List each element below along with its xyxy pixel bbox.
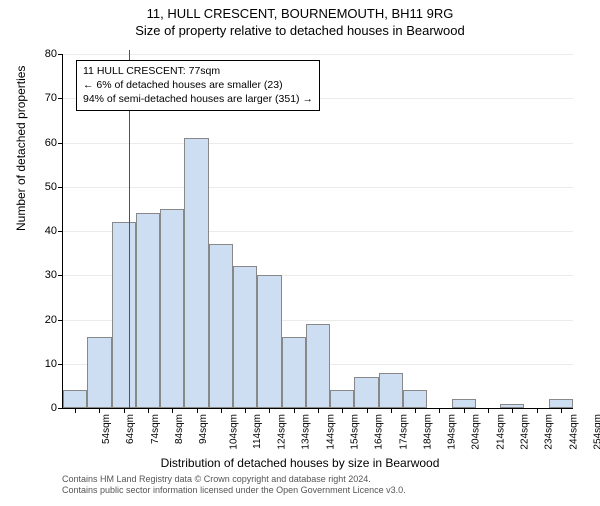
ytick-mark — [58, 187, 63, 188]
xtick-mark — [391, 408, 392, 413]
ytick-label: 50 — [45, 181, 57, 193]
xtick-mark — [415, 408, 416, 413]
xtick-label: 84sqm — [174, 414, 185, 444]
ytick-mark — [58, 231, 63, 232]
gridline — [63, 143, 573, 144]
chart-container: 11, HULL CRESCENT, BOURNEMOUTH, BH11 9RG… — [0, 6, 600, 506]
ytick-mark — [58, 98, 63, 99]
ytick-mark — [58, 364, 63, 365]
bar — [403, 390, 427, 408]
bar — [330, 390, 354, 408]
bar — [549, 399, 573, 408]
bar — [379, 373, 403, 408]
xtick-mark — [294, 408, 295, 413]
ytick-label: 0 — [51, 402, 57, 414]
xtick-mark — [512, 408, 513, 413]
xtick-label: 114sqm — [252, 414, 263, 449]
ytick-label: 40 — [45, 225, 57, 237]
ytick-mark — [58, 408, 63, 409]
bar — [257, 275, 281, 408]
xtick-label: 104sqm — [228, 414, 239, 450]
info-box: 11 HULL CRESCENT: 77sqm ← 6% of detached… — [76, 60, 320, 111]
chart-title: 11, HULL CRESCENT, BOURNEMOUTH, BH11 9RG — [0, 6, 600, 21]
xtick-mark — [197, 408, 198, 413]
xtick-mark — [245, 408, 246, 413]
chart-subtitle: Size of property relative to detached ho… — [0, 23, 600, 38]
xtick-label: 174sqm — [398, 414, 409, 450]
xtick-label: 164sqm — [374, 414, 385, 450]
y-axis-label: Number of detached properties — [14, 66, 28, 231]
bar — [87, 337, 111, 408]
xtick-label: 184sqm — [422, 414, 433, 450]
bar — [354, 377, 378, 408]
bar — [160, 209, 184, 408]
info-line-2: ← 6% of detached houses are smaller (23) — [83, 78, 313, 92]
ytick-mark — [58, 320, 63, 321]
xtick-label: 94sqm — [198, 414, 209, 444]
xtick-mark — [464, 408, 465, 413]
gridline — [63, 54, 573, 55]
bar — [282, 337, 306, 408]
ytick-label: 60 — [45, 137, 57, 149]
ytick-label: 70 — [45, 92, 57, 104]
xtick-label: 254sqm — [592, 414, 600, 450]
xtick-label: 124sqm — [277, 414, 288, 450]
footer: Contains HM Land Registry data © Crown c… — [62, 474, 406, 497]
xtick-mark — [439, 408, 440, 413]
xtick-label: 154sqm — [350, 414, 361, 450]
xtick-mark — [561, 408, 562, 413]
xtick-mark — [367, 408, 368, 413]
ytick-mark — [58, 275, 63, 276]
xtick-mark — [488, 408, 489, 413]
xtick-label: 144sqm — [325, 414, 336, 450]
bar — [306, 324, 330, 408]
bar — [233, 266, 257, 408]
gridline — [63, 187, 573, 188]
xtick-mark — [342, 408, 343, 413]
ytick-label: 20 — [45, 314, 57, 326]
xtick-label: 64sqm — [125, 414, 136, 444]
xtick-mark — [269, 408, 270, 413]
xtick-mark — [537, 408, 538, 413]
xtick-label: 134sqm — [301, 414, 312, 450]
xtick-label: 74sqm — [150, 414, 161, 444]
xtick-label: 194sqm — [447, 414, 458, 450]
x-axis-label: Distribution of detached houses by size … — [0, 456, 600, 470]
xtick-mark — [148, 408, 149, 413]
xtick-label: 224sqm — [520, 414, 531, 450]
xtick-label: 234sqm — [544, 414, 555, 450]
bar — [209, 244, 233, 408]
bar — [184, 138, 208, 408]
xtick-mark — [75, 408, 76, 413]
xtick-mark — [221, 408, 222, 413]
info-line-3: 94% of semi-detached houses are larger (… — [83, 92, 313, 106]
xtick-label: 244sqm — [568, 414, 579, 450]
xtick-label: 214sqm — [495, 414, 506, 450]
xtick-mark — [124, 408, 125, 413]
ytick-label: 30 — [45, 269, 57, 281]
bar — [452, 399, 476, 408]
bar — [136, 213, 160, 408]
xtick-mark — [172, 408, 173, 413]
ytick-label: 80 — [45, 48, 57, 60]
ytick-label: 10 — [45, 358, 57, 370]
footer-line-1: Contains HM Land Registry data © Crown c… — [62, 474, 406, 485]
ytick-mark — [58, 54, 63, 55]
xtick-label: 54sqm — [101, 414, 112, 444]
xtick-mark — [318, 408, 319, 413]
bar — [112, 222, 136, 408]
xtick-mark — [99, 408, 100, 413]
ytick-mark — [58, 143, 63, 144]
xtick-label: 204sqm — [471, 414, 482, 450]
footer-line-2: Contains public sector information licen… — [62, 485, 406, 496]
info-line-1: 11 HULL CRESCENT: 77sqm — [83, 64, 313, 78]
bar — [63, 390, 87, 408]
